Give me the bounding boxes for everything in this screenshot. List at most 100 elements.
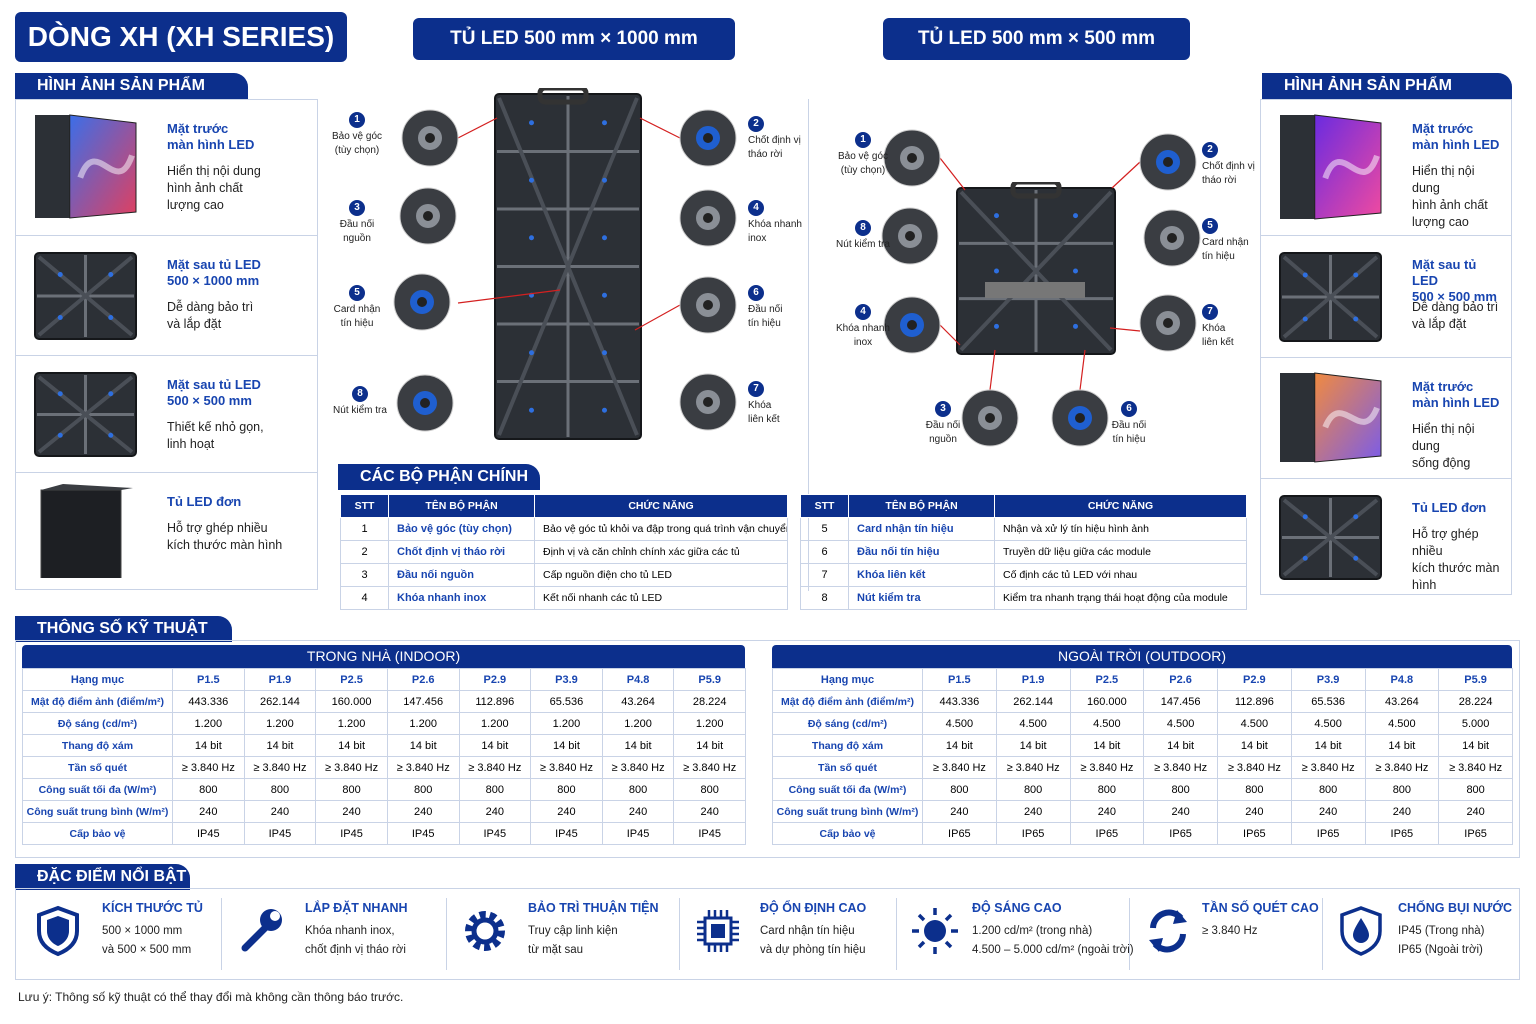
product-desc: Dễ dàng bảo trì và lắp đặt (1412, 300, 1499, 331)
cell: 240 (995, 800, 1071, 823)
product-image-part (1302, 555, 1308, 561)
feature-title: KÍCH THƯỚC TỦ (102, 901, 203, 915)
row: 8 Nút kiểm tra Kiểm tra nhanh trạng thái h… (800, 586, 1247, 610)
callout-label: Nút kiểm tra (333, 405, 387, 416)
detail-image (883, 129, 941, 187)
cabinet-small-part (1073, 213, 1078, 219)
column-header: P5.9 (1438, 668, 1513, 691)
leader-line-part (939, 157, 966, 191)
cell: 14 bit (1438, 734, 1513, 757)
callout-label: Card nhận tín hiệu (1202, 237, 1249, 262)
column-header: P1.5 (922, 668, 997, 691)
cell: 65.536 (1290, 690, 1366, 713)
product-image-part (37, 255, 134, 337)
cell: Cố định các tủ LED với nhau (994, 563, 1247, 587)
cell: Bảo vệ góc tủ khỏi va đập trong quá trìn… (534, 517, 788, 541)
feature-icon-part (697, 910, 739, 952)
detail-image-part (1143, 209, 1201, 267)
column-header: STT (800, 494, 849, 518)
product-image-part (34, 372, 137, 457)
cell: 3 (340, 563, 389, 587)
cell: 14 bit (386, 734, 460, 757)
cell: Chốt định vị tháo rời (388, 540, 535, 564)
cell: 112.896 (458, 690, 532, 713)
cell: 800 (1143, 778, 1218, 801)
detail-image (393, 273, 451, 331)
cabinet-small-part (994, 268, 999, 274)
cell: Kiểm tra nhanh trạng thái hoạt động của … (994, 586, 1247, 610)
feature-desc: 1.200 cd/m² (trong nhà) 4.500 – 5.000 cd… (972, 925, 1134, 956)
detail-image (1143, 209, 1201, 267)
feature-icon-part (465, 911, 505, 951)
feature-icon (1336, 904, 1386, 958)
product-image-part (1353, 272, 1359, 278)
cell: Nút kiểm tra (848, 586, 995, 610)
product-panel (1260, 99, 1512, 595)
header-row: Hạng mục P1.5 P1.9 P2.5 P2.6 P2.9 P3.9 P4.8 P5.9 (772, 668, 1513, 691)
cell: 1.200 (530, 712, 603, 735)
cell: Khóa nhanh inox (388, 586, 535, 610)
detail-image (1139, 133, 1197, 191)
cell: 28.224 (673, 690, 746, 713)
product-image-part (57, 391, 63, 397)
leader-line-part (639, 117, 681, 139)
product-image-part (77, 154, 135, 179)
cell: Bảo vệ góc (tùy chọn) (388, 517, 535, 541)
cell: 800 (1290, 778, 1366, 801)
feature-icon-part (270, 911, 280, 921)
cell: ≥ 3.840 Hz (673, 756, 746, 779)
diagram-panel (318, 99, 809, 591)
cabinet-title: TỦ LED 500 mm × 1000 mm (413, 18, 735, 60)
cell: 160.000 (1069, 690, 1145, 713)
product-image-part (1322, 154, 1380, 180)
product-image-part (57, 315, 63, 320)
cell: 4.500 (995, 712, 1071, 735)
leader-line (457, 289, 561, 304)
column-header: P2.9 (1217, 668, 1292, 691)
cell: 1.200 (315, 712, 388, 735)
callout-number: 2 (1202, 142, 1218, 158)
cell: Cấp bảo vệ (22, 822, 173, 845)
cell: 443.336 (922, 690, 997, 713)
product-image-part (1302, 316, 1308, 322)
cell: IP45 (243, 822, 317, 845)
product-image-part (1353, 555, 1359, 561)
detail-image-part (425, 133, 435, 143)
feature-icon-part (471, 917, 499, 945)
leader-line-part (457, 117, 498, 139)
leader-line-part (1111, 161, 1141, 189)
detail-image-part (985, 413, 995, 423)
cell: 800 (601, 778, 675, 801)
cell: IP65 (1069, 822, 1145, 845)
cell: 4.500 (1364, 712, 1440, 735)
header-row: STT TÊN BỘ PHẬN CHỨC NĂNG (340, 494, 788, 518)
column-header: P3.9 (530, 668, 603, 691)
callout-label: Đầu nối nguồn (339, 219, 375, 244)
cell: ≥ 3.840 Hz (458, 756, 532, 779)
cell: Thang độ xám (22, 734, 173, 757)
spec-table-title: NGOÀI TRỜI (OUTDOOR) (772, 645, 1512, 668)
parts-table: STT TÊN BỘ PHẬN CHỨC NĂNG 1 Bảo vệ góc (tùy … (340, 494, 788, 610)
cell: 800 (530, 778, 603, 801)
callout-number: 6 (748, 285, 764, 301)
product-image-part (41, 484, 133, 490)
cell: 262.144 (995, 690, 1071, 713)
product-title: Tủ LED đơn (167, 494, 242, 509)
cell: 160.000 (315, 690, 388, 713)
cell: Định vị và căn chỉnh chính xác giữa các … (534, 540, 788, 564)
product-image (1278, 111, 1383, 223)
cell: ≥ 3.840 Hz (172, 756, 245, 779)
cell: 1.200 (386, 712, 460, 735)
leader-line-part (457, 289, 561, 304)
row: Độ sáng (cd/m²) 4.500 4.500 4.500 4.500 4.500… (772, 712, 1513, 735)
product-image-part (37, 375, 134, 454)
cell: IP65 (995, 822, 1071, 845)
feature-icon-part (924, 920, 946, 942)
divider (1129, 898, 1130, 970)
cell: Công suất tối đa (W/m²) (772, 778, 923, 801)
cabinet-large-part (602, 177, 607, 183)
cell: IP45 (386, 822, 460, 845)
cell: ≥ 3.840 Hz (1438, 756, 1513, 779)
column-header: P2.6 (1143, 668, 1218, 691)
cell: 14 bit (1069, 734, 1145, 757)
